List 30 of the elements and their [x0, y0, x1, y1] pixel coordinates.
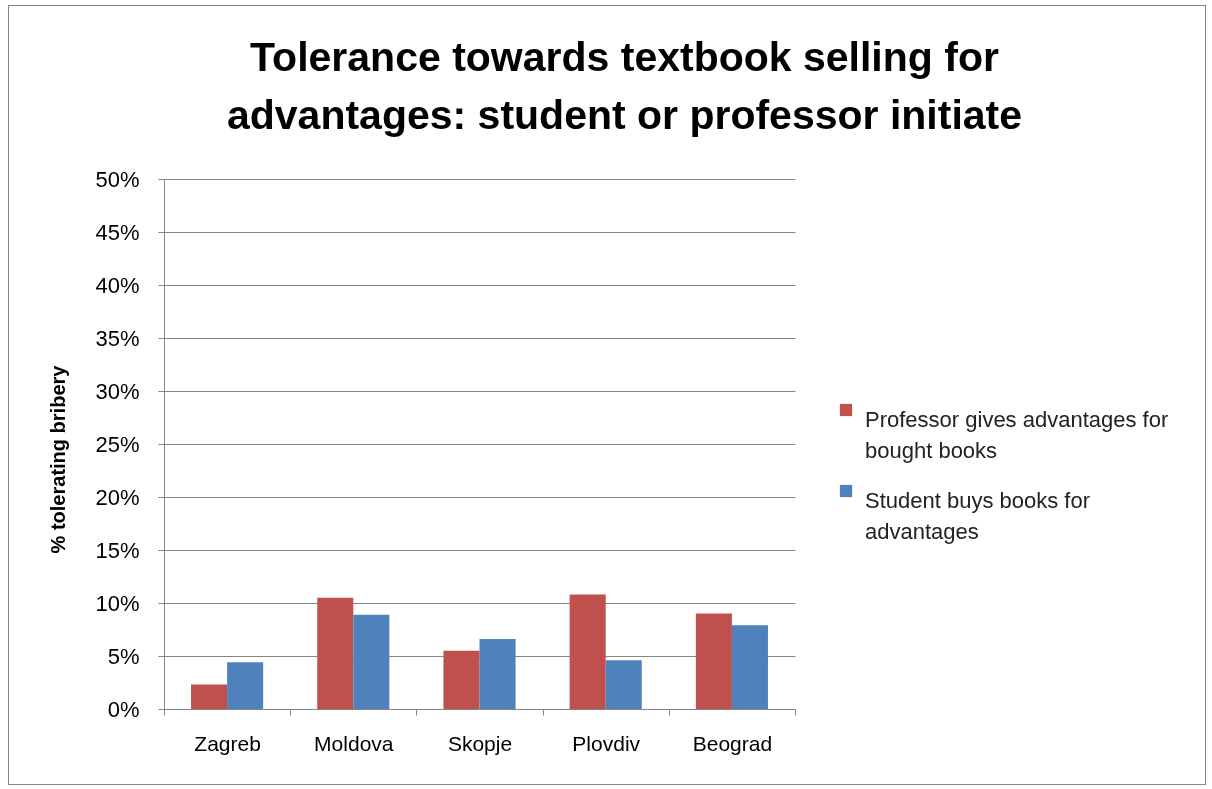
y-tick-label: 10%: [95, 590, 140, 616]
y-tick-label: 20%: [95, 484, 140, 510]
y-tick-label: 35%: [95, 325, 140, 351]
y-axis-title: % tolerating bribery: [46, 364, 69, 554]
bar: [479, 639, 516, 709]
bar: [353, 614, 390, 709]
legend-label: Professor gives advantages for bought books: [865, 407, 1169, 463]
x-tick-label: Beograd: [692, 731, 773, 755]
chart-title: Tolerance towards textbook selling for advantages: student or professor initiate: [226, 34, 1023, 138]
y-tick-label: 15%: [95, 537, 140, 563]
y-tick-label: 0%: [107, 696, 140, 722]
bar: [227, 662, 264, 709]
bar: [695, 613, 732, 709]
y-tick-label: 40%: [95, 272, 140, 298]
x-tick-label: Skopje: [447, 731, 513, 755]
bar: [191, 684, 228, 709]
y-tick-label: 25%: [95, 431, 140, 457]
bar: [605, 660, 642, 709]
legend-label: Student buys books for advantages: [865, 488, 1091, 544]
y-tick-label: 50%: [95, 166, 140, 192]
bar: [317, 597, 354, 709]
x-tick-label: Moldova: [314, 731, 394, 755]
bar: [731, 625, 768, 709]
y-tick-label: 45%: [95, 219, 140, 245]
y-tick-label: 30%: [95, 378, 140, 404]
bar: [569, 594, 606, 709]
bar: [443, 650, 480, 709]
x-tick-label: Zagreb: [194, 731, 261, 755]
x-tick-label: Plovdiv: [572, 731, 641, 755]
y-tick-label: 5%: [107, 643, 140, 669]
